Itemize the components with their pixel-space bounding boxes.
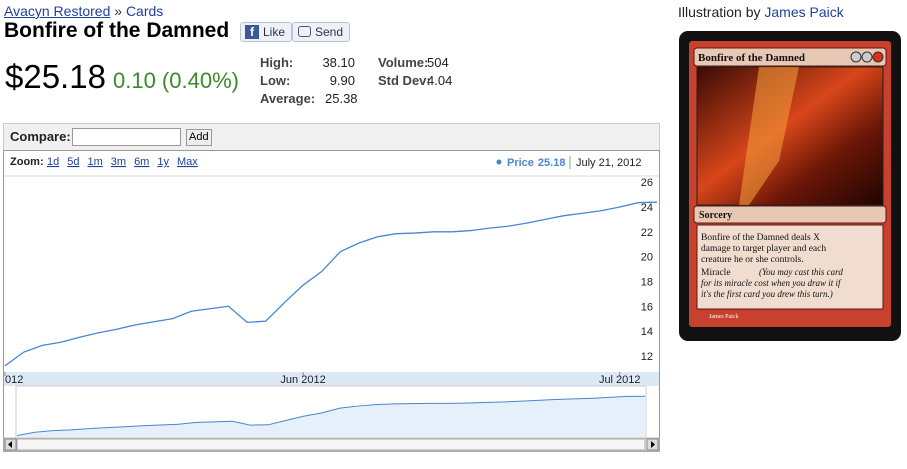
scroll-right-arrow — [651, 441, 655, 448]
legend-value: 25.18 — [538, 157, 566, 169]
y-tick-label: 12 — [641, 351, 653, 363]
stat-value: 504 — [427, 55, 449, 70]
card-title-bar — [693, 47, 887, 67]
card-artist: James Paick — [709, 314, 739, 320]
y-tick-label: 26 — [641, 177, 653, 189]
x-tick-label: 012 — [5, 374, 23, 386]
legend-marker — [496, 159, 502, 165]
mana-symbol — [872, 51, 884, 63]
send-button[interactable]: Send — [292, 22, 351, 42]
card-reminder: it's the first card you drew this turn.) — [701, 289, 833, 299]
scroll-thumb[interactable] — [16, 438, 646, 451]
compare-bar: Compare: Add — [3, 123, 660, 150]
breadcrumb: Avacyn Restored » Cards — [4, 3, 163, 19]
card-type-bar — [693, 205, 887, 224]
y-tick-label: 18 — [641, 276, 653, 288]
stat-value: 25.38 — [325, 91, 358, 106]
card-art-flame — [739, 67, 799, 205]
card-reminder: for its miracle cost when you draw it if — [701, 278, 842, 288]
mana-symbol — [850, 51, 862, 63]
y-tick-label: 16 — [641, 301, 653, 313]
price-line — [4, 201, 658, 367]
page-title: Bonfire of the Damned — [4, 19, 230, 42]
zoom-option[interactable]: 1y — [157, 156, 169, 168]
stat-label: Volume: — [378, 55, 429, 70]
like-button[interactable]: f Like — [240, 22, 293, 42]
breadcrumb-link[interactable]: Avacyn Restored — [4, 3, 111, 19]
x-tick-label: Jun 2012 — [280, 374, 325, 386]
compare-label: Compare: — [10, 129, 71, 144]
credit-label: Illustration by — [678, 4, 761, 20]
y-tick-label: 20 — [641, 252, 653, 264]
zoom-option[interactable]: 6m — [134, 156, 149, 168]
zoom-label: Zoom: — [10, 156, 44, 168]
y-tick-label: 24 — [641, 202, 653, 214]
stat-value: 4.04 — [427, 73, 453, 88]
zoom-option[interactable]: 5d — [67, 156, 79, 168]
card-reminder: (You may cast this card — [759, 267, 843, 277]
button-label: Send — [315, 25, 344, 39]
card-text-box — [696, 224, 884, 310]
current-price: $25.18 — [5, 58, 106, 95]
legend-name: Price — [507, 157, 534, 169]
price-change: 0.10 (0.40%) — [113, 68, 239, 93]
card-rules: creature he or she controls. — [701, 255, 804, 265]
card-rules: damage to target player and each — [701, 244, 826, 254]
compare-input[interactable] — [72, 128, 181, 146]
facebook-icon: f — [245, 25, 259, 39]
zoom-option[interactable]: 1m — [88, 156, 103, 168]
card-name: Bonfire of the Damned — [698, 52, 805, 64]
x-axis-band — [4, 372, 659, 386]
navigator-area — [17, 396, 645, 437]
legend-date: July 21, 2012 — [576, 157, 641, 169]
scroll-left-arrow — [8, 441, 12, 448]
breadcrumb-separator: » — [114, 3, 123, 19]
x-tick-label: Jul 2012 — [599, 374, 641, 386]
breadcrumb-link[interactable]: Cards — [125, 3, 164, 19]
artist-link[interactable]: James Paick — [764, 4, 844, 20]
stat-value: 9.90 — [329, 73, 355, 88]
stat-label: Average: — [260, 91, 316, 106]
price-chart: Zoom: 1d 5d 1m 3m 6m 1y Max Price 25.18 July 21, … — [3, 150, 660, 452]
zoom-option[interactable]: Max — [177, 156, 198, 168]
stat-label: High: — [260, 55, 294, 70]
add-button[interactable]: Add — [186, 129, 212, 146]
card-miracle: Miracle — [701, 268, 731, 278]
illustration-credit: Illustration by James Paick — [678, 4, 844, 20]
button-label: Like — [263, 25, 286, 39]
card-type: Sorcery — [699, 210, 732, 221]
y-tick-label: 22 — [641, 227, 653, 239]
card-rules: Bonfire of the Damned deals X — [701, 232, 820, 243]
y-tick-label: 14 — [641, 326, 653, 338]
stat-value: 38.10 — [322, 55, 355, 70]
navigator-line — [16, 395, 646, 437]
zoom-option[interactable]: 1d — [47, 156, 59, 168]
send-icon — [298, 26, 311, 37]
stat-label: Low: — [260, 73, 291, 88]
stat-label: Std Dev: — [378, 73, 431, 88]
card-image: Bonfire of the Damned Sorcery Bonfire of… — [679, 31, 901, 341]
zoom-option[interactable]: 3m — [111, 156, 126, 168]
mana-symbol — [861, 51, 873, 63]
